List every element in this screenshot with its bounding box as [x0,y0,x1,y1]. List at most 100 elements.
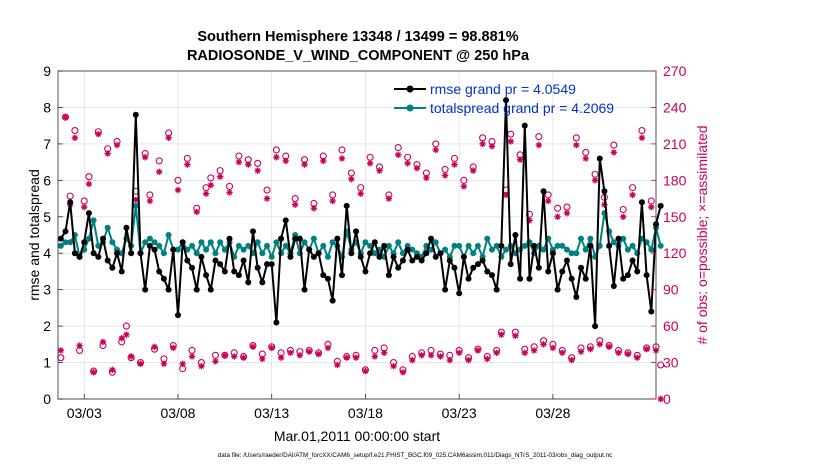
rmse-point [217,261,224,268]
obs-assimilated-marker [615,349,622,357]
spread-point [540,246,547,253]
obs-assimilated-marker [455,349,463,357]
x-tick-label: 03/08 [160,405,195,421]
rmse-point [634,268,641,275]
obs-assimilated-marker [254,167,261,174]
obs-possible-marker [338,146,346,154]
obs-possible-marker [394,143,402,152]
spread-point [217,239,224,246]
rmse-point [348,250,355,257]
obs-possible-marker [535,133,543,141]
rmse-point [259,279,266,286]
obs-possible-marker [207,174,215,182]
obs-assimilated-marker [591,177,599,184]
obs-possible-marker [254,159,262,167]
obs-possible-marker [174,176,182,184]
rmse-point [273,319,280,326]
rmse-point [423,250,430,257]
legend-spread-marker [406,104,414,112]
rmse-point [381,242,388,249]
spread-point [493,242,500,249]
obs-assimilated-marker [605,343,613,350]
y-axis-right-label: # of obs: o=possible; ×=assimilated [694,125,710,344]
spread-point [324,253,331,260]
rmse-point [460,253,467,260]
spread-point [85,235,92,242]
rmse-point [287,253,294,260]
spread-point [165,232,172,238]
spread-point [329,239,336,246]
obs-assimilated-marker [90,369,97,376]
obs-assimilated-marker [413,164,421,172]
rmse-point [170,246,177,253]
obs-assimilated-marker [71,134,79,142]
rmse-point [582,275,589,282]
y-left-tick-label: 7 [43,136,51,152]
rmse-point [296,235,303,242]
rmse-point [151,246,158,253]
obs-assimilated-marker [263,195,271,202]
obs-assimilated-marker [170,344,177,352]
rmse-point [339,272,346,279]
rmse-point [385,272,392,279]
rmse-point [484,268,491,275]
rmse-point [81,239,88,246]
obs-assimilated-marker [474,347,482,354]
spread-point [193,250,200,257]
obs-assimilated-marker [470,167,477,174]
spread-point [488,246,495,253]
obs-possible-marker [272,146,280,154]
rmse-point [559,268,566,275]
obs-assimilated-marker [99,338,107,346]
chart-title-line1: Southern Hemisphere 13348 / 13499 = 98.8… [197,29,518,45]
obs-assimilated-marker [427,352,435,359]
obs-assimilated-marker [310,205,318,212]
rmse-point [606,242,613,249]
rmse-point [493,286,500,293]
rmse-point [264,261,271,268]
spread-point [395,239,402,246]
spread-point [254,239,261,246]
rmse-point [207,286,214,293]
obs-assimilated-marker [137,360,144,367]
obs-assimilated-marker [380,349,388,357]
rmse-point [165,286,172,293]
rmse-point [249,228,256,235]
rmse-point [278,235,285,242]
obs-possible-marker [610,141,618,149]
y-right-tick-label: 0 [663,391,671,407]
rmse-point [465,275,472,282]
obs-assimilated-marker [338,155,346,162]
spread-point [563,246,570,253]
rmse-point [184,257,191,264]
rmse-point [240,257,247,264]
spread-point [484,235,491,242]
rmse-point [137,250,144,257]
spread-point [57,242,64,249]
obs-assimilated-marker [334,361,341,369]
spread-point [301,239,308,246]
rmse-point [57,235,64,242]
obs-assimilated-marker [568,356,575,364]
rmse-point [498,242,505,249]
rmse-point [353,228,360,235]
obs-assimilated-marker [596,341,603,348]
obs-assimilated-marker [198,363,205,370]
rmse-point [160,275,167,282]
rmse-point [146,242,153,249]
rmse-point [282,217,289,224]
obs-assimilated-marker [76,342,83,349]
rmse-point [118,268,125,275]
y-left-tick-label: 5 [43,209,51,225]
obs-possible-marker [71,126,79,135]
rmse-point [104,257,111,264]
obs-assimilated-marker [184,161,191,168]
obs-assimilated-marker [362,367,369,375]
obs-assimilated-marker [156,168,163,176]
rmse-point [409,257,416,264]
rmse-point [90,250,97,257]
spread-point [362,239,369,246]
obs-assimilated-marker [273,154,280,161]
spread-point [624,246,631,253]
rmse-point [507,261,514,268]
